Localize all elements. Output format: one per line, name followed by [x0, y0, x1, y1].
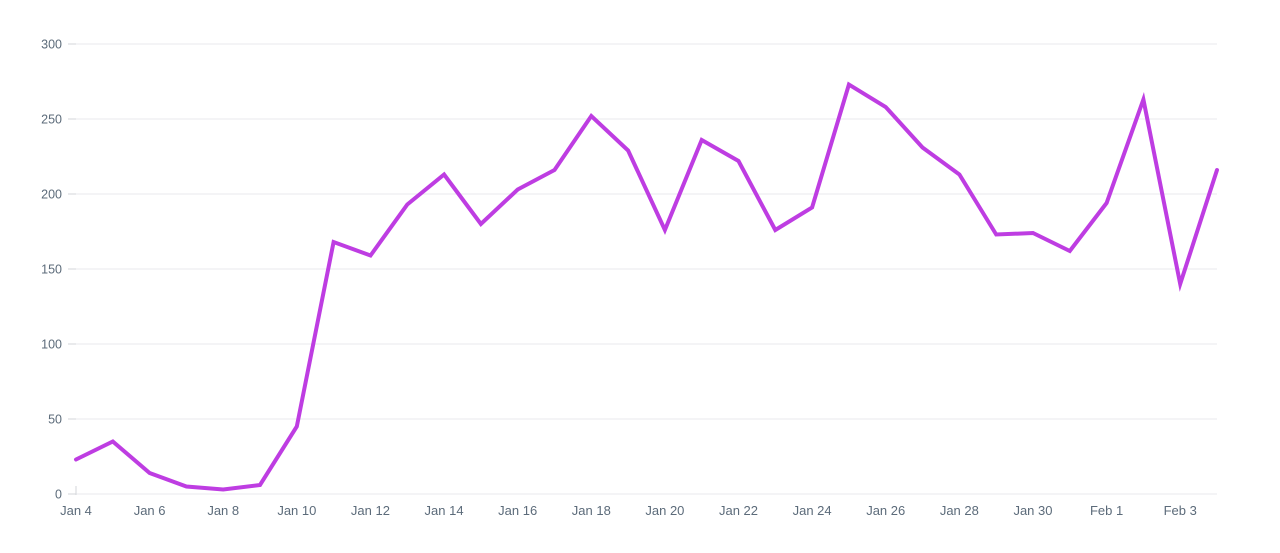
y-axis-label: 200	[41, 188, 62, 202]
x-axis-label: Jan 18	[572, 503, 611, 518]
x-axis-label: Jan 20	[645, 503, 684, 518]
x-axis-label: Jan 24	[793, 503, 832, 518]
x-axis-label: Jan 16	[498, 503, 537, 518]
x-axis-label: Jan 30	[1013, 503, 1052, 518]
series-line	[74, 81, 1219, 492]
y-axis-label: 100	[41, 338, 62, 352]
y-axis-label: 150	[41, 263, 62, 277]
y-axis-label: 50	[48, 413, 62, 427]
x-axis-label: Feb 3	[1164, 503, 1197, 518]
x-axis-label: Jan 28	[940, 503, 979, 518]
y-axis-label: 300	[41, 38, 62, 52]
y-axis-label: 250	[41, 113, 62, 127]
x-axis-label: Jan 6	[134, 503, 166, 518]
y-axis-label: 0	[55, 488, 62, 502]
x-axis-label: Jan 4	[60, 503, 92, 518]
x-axis-label: Jan 12	[351, 503, 390, 518]
x-axis-label: Jan 8	[207, 503, 239, 518]
x-axis-label: Jan 26	[866, 503, 905, 518]
x-axis-label: Jan 10	[277, 503, 316, 518]
x-axis-label: Jan 14	[425, 503, 464, 518]
x-axis-label: Feb 1	[1090, 503, 1123, 518]
x-axis-label: Jan 22	[719, 503, 758, 518]
